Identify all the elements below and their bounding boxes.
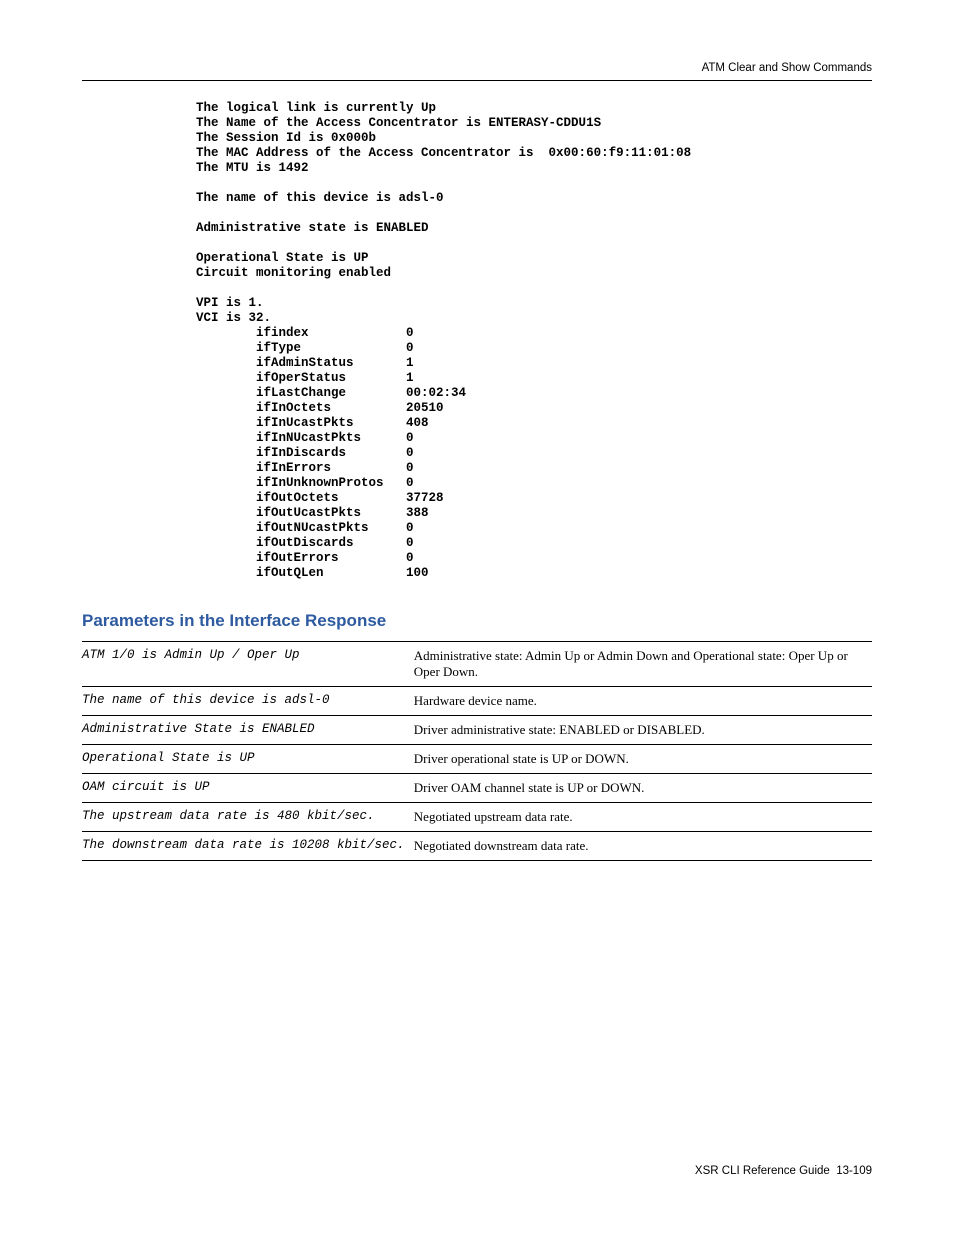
table-row: The upstream data rate is 480 kbit/sec.N… (82, 803, 872, 832)
table-key: The downstream data rate is 10208 kbit/s… (82, 832, 414, 861)
section-heading: Parameters in the Interface Response (82, 611, 872, 631)
header-section-label: ATM Clear and Show Commands (82, 62, 872, 74)
code-output-block: The logical link is currently Up The Nam… (196, 101, 872, 581)
table-key: ATM 1/0 is Admin Up / Oper Up (82, 642, 414, 687)
page: ATM Clear and Show Commands The logical … (0, 0, 954, 1235)
table-key: The name of this device is adsl-0 (82, 687, 414, 716)
table-val: Administrative state: Admin Up or Admin … (414, 642, 872, 687)
table-key: The upstream data rate is 480 kbit/sec. (82, 803, 414, 832)
parameters-table: ATM 1/0 is Admin Up / Oper UpAdministrat… (82, 641, 872, 861)
table-val: Driver operational state is UP or DOWN. (414, 745, 872, 774)
table-val: Driver OAM channel state is UP or DOWN. (414, 774, 872, 803)
table-row: Administrative State is ENABLEDDriver ad… (82, 716, 872, 745)
table-val: Driver administrative state: ENABLED or … (414, 716, 872, 745)
page-footer: XSR CLI Reference Guide 13-109 (695, 1165, 872, 1177)
table-row: OAM circuit is UPDriver OAM channel stat… (82, 774, 872, 803)
table-val: Negotiated downstream data rate. (414, 832, 872, 861)
header-rule (82, 80, 872, 81)
parameters-table-body: ATM 1/0 is Admin Up / Oper UpAdministrat… (82, 642, 872, 861)
table-row: Operational State is UPDriver operationa… (82, 745, 872, 774)
table-key: OAM circuit is UP (82, 774, 414, 803)
table-val: Hardware device name. (414, 687, 872, 716)
table-val: Negotiated upstream data rate. (414, 803, 872, 832)
table-row: The downstream data rate is 10208 kbit/s… (82, 832, 872, 861)
footer-book: XSR CLI Reference Guide (695, 1165, 830, 1177)
footer-page: 13-109 (836, 1165, 872, 1177)
table-key: Administrative State is ENABLED (82, 716, 414, 745)
table-row: ATM 1/0 is Admin Up / Oper UpAdministrat… (82, 642, 872, 687)
table-key: Operational State is UP (82, 745, 414, 774)
table-row: The name of this device is adsl-0Hardwar… (82, 687, 872, 716)
